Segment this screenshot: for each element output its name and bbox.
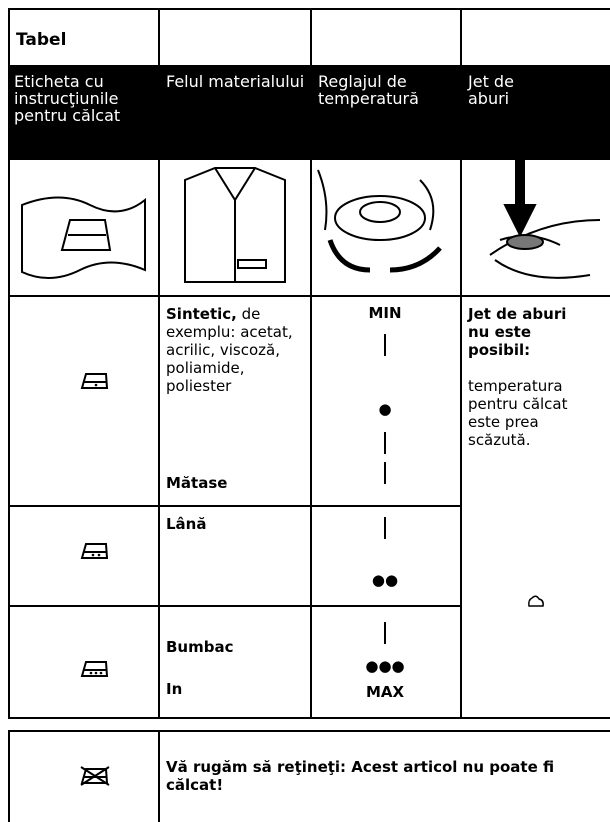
- scale-bar: [384, 462, 386, 484]
- iron-icon: [80, 661, 109, 677]
- material-name: In: [166, 680, 183, 698]
- temperature-dots: ●●●: [365, 657, 405, 675]
- header-band: [8, 65, 610, 160]
- rule: [158, 730, 160, 822]
- material-name: Sintetic,: [166, 305, 237, 323]
- note: Vă rugăm să reţineţi: Acest articol nu p…: [166, 758, 555, 794]
- rule: [8, 730, 10, 822]
- steam-heading: Jet de aburi nu este posibil:: [468, 305, 567, 359]
- illustrations: [21, 160, 601, 283]
- rule: [8, 605, 460, 607]
- rule: [8, 8, 610, 10]
- material: Sintetic, de exemplu: acetat, acrilic, v…: [166, 305, 306, 395]
- rule: [8, 717, 610, 719]
- rule: [8, 295, 610, 297]
- iron-icon: [80, 543, 109, 559]
- material-name: Mătase: [166, 474, 228, 492]
- scale-bar: [384, 517, 386, 539]
- header: Felul materialului: [166, 72, 305, 91]
- material-name: Bumbac: [166, 638, 234, 656]
- iron-icon: [80, 373, 109, 389]
- rule: [8, 730, 610, 732]
- title: Tabel: [16, 30, 67, 50]
- header: Reglajul de temperatură: [318, 72, 419, 108]
- rule: [310, 8, 312, 718]
- steam-text: temperatura pentru călcat este prea scăz…: [468, 377, 568, 449]
- temperature-dots: ●●: [371, 571, 399, 589]
- temperature-dots: ●: [378, 400, 392, 418]
- scale-bar: [384, 334, 386, 356]
- steam-icon: [528, 595, 544, 607]
- rule: [8, 8, 10, 718]
- scale-bar: [384, 622, 386, 644]
- temperature-label: MIN: [368, 304, 402, 322]
- rule: [158, 8, 160, 718]
- material-examples: de exemplu: acetat, acrilic, viscoză, po…: [166, 305, 293, 395]
- header: Jet de aburi: [468, 72, 514, 108]
- no-iron-icon: [80, 766, 110, 786]
- header: Eticheta cu instrucţiunile pentru călcat: [14, 72, 121, 125]
- rule: [8, 505, 460, 507]
- rule: [460, 8, 462, 718]
- temperature-label: MAX: [365, 683, 405, 701]
- scale-bar: [384, 432, 386, 454]
- material-name: Lână: [166, 515, 207, 533]
